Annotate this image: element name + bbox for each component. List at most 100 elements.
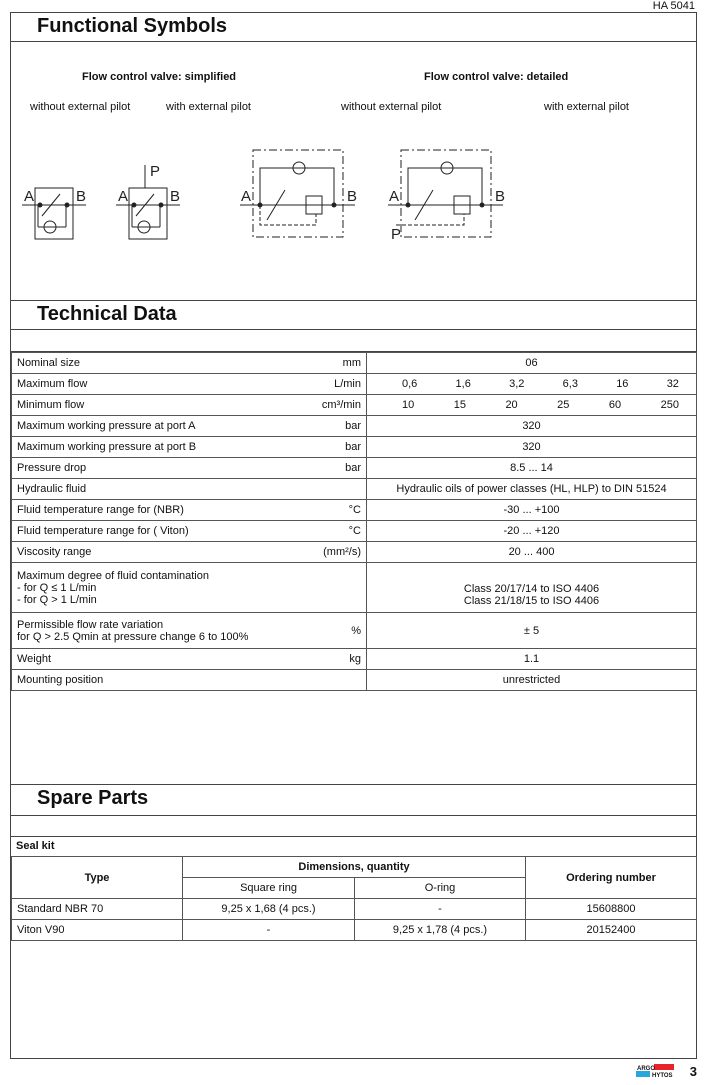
- table-row: Hydraulic fluid Hydraulic oils of power c…: [11, 478, 697, 500]
- symbol-detailed-with-pilot: A B P: [388, 149, 505, 243]
- row-label: Minimum flow: [11, 394, 272, 416]
- table-row: Permissible flow rate variation for Q > 2…: [11, 612, 697, 649]
- row-unit: [271, 562, 367, 613]
- row-value: 1.1: [366, 648, 697, 670]
- table-row: Standard NBR 70 9,25 x 1,68 (4 pcs.) -1560…: [11, 898, 697, 920]
- row-label: Viscosity range: [11, 541, 272, 563]
- header-dimensions: Dimensions, quantity: [182, 856, 526, 878]
- svg-text:P: P: [150, 163, 160, 180]
- table-row: Viton V90-9,25 x 1,78 (4 pcs.) 20152400: [11, 919, 697, 941]
- section-title: Functional Symbols: [37, 15, 228, 37]
- cell-order: 15608800: [525, 898, 697, 920]
- row-value: unrestricted: [366, 669, 697, 691]
- table-row: Weight kg 1.1: [11, 648, 697, 670]
- label-with-pilot: with external pilot: [166, 101, 251, 113]
- cell-type: Standard NBR 70: [11, 898, 183, 920]
- table-row: Nominal size mm 06: [11, 352, 697, 374]
- detailed-heading: Flow control valve: detailed: [424, 71, 569, 83]
- cell-type: Viton V90: [11, 919, 183, 941]
- header-type: Type: [11, 856, 183, 899]
- technical-data-header: Technical Data: [10, 300, 697, 330]
- row-label: Fluid temperature range for (NBR): [11, 499, 272, 521]
- label-line: - for Q ≤ 1 L/min: [17, 581, 97, 594]
- spare-parts-table: Type Dimensions, quantity Ordering number …: [11, 856, 697, 941]
- value: 25: [557, 399, 570, 411]
- label-with-pilot-detailed: with external pilot: [544, 101, 629, 113]
- label-without-pilot-detailed: without external pilot: [341, 101, 442, 113]
- row-unit: [271, 478, 367, 500]
- row-label: Weight: [11, 648, 272, 670]
- svg-text:HYTOS: HYTOS: [652, 1073, 673, 1078]
- row-unit: L/min: [271, 373, 367, 395]
- value: 1,6: [455, 378, 471, 390]
- svg-text:A: A: [241, 188, 251, 205]
- row-label: Maximum flow: [11, 373, 272, 395]
- table-row: Fluid temperature range for ( Viton) °C -2…: [11, 520, 697, 542]
- svg-text:B: B: [347, 188, 357, 205]
- value: 0,6: [402, 378, 418, 390]
- value: 3,2: [509, 378, 525, 390]
- svg-text:B: B: [170, 188, 180, 205]
- value: 15: [453, 399, 466, 411]
- header-square-ring: Square ring: [182, 877, 355, 899]
- row-unit: (mm²/s): [271, 541, 367, 563]
- row-label: Maximum degree of fluid contamination - f…: [11, 562, 272, 613]
- row-unit: °C: [271, 520, 367, 542]
- value-line: Class 20/17/14 to ISO 4406: [463, 582, 600, 595]
- svg-text:P: P: [391, 226, 401, 243]
- row-label: Hydraulic fluid: [11, 478, 272, 500]
- value: 10: [402, 399, 415, 411]
- argo-hytos-logo: ARGO HYTOS: [636, 1064, 674, 1078]
- spacer-row: [10, 330, 697, 352]
- row-unit: cm³/min: [271, 394, 367, 416]
- label-line: Permissible flow rate variation: [17, 618, 164, 631]
- row-value: -30 ... +100: [366, 499, 697, 521]
- value: 250: [660, 399, 679, 411]
- row-unit: °C: [271, 499, 367, 521]
- simplified-heading: Flow control valve: simplified: [82, 71, 237, 83]
- technical-data-table: Nominal size mm 06 Maximum flow L/min 0,6 1,6…: [11, 352, 697, 691]
- row-unit: kg: [271, 648, 367, 670]
- value: 6,3: [562, 378, 578, 390]
- row-unit: bar: [271, 457, 367, 479]
- functional-symbols-header: Functional Symbols: [10, 12, 697, 42]
- table-row: Maximum flow L/min 0,6 1,6 3,2 6,3 16 32: [11, 373, 697, 395]
- row-label: Permissible flow rate variation for Q > 2…: [11, 612, 272, 649]
- seal-kit-label: Seal kit: [16, 840, 55, 852]
- table-row: Minimum flow cm³/min 10 15 20 25 60 250: [11, 394, 697, 416]
- row-value: Class 20/17/14 to ISO 4406 Class 21/18/15…: [366, 562, 697, 613]
- value-line: Class 21/18/15 to ISO 4406: [463, 594, 600, 607]
- cell-square: 9,25 x 1,68 (4 pcs.): [182, 898, 355, 920]
- row-value: 320: [366, 415, 697, 437]
- value: 60: [608, 399, 622, 411]
- row-unit: bar: [271, 415, 367, 437]
- label-line: Maximum degree of fluid contamination: [17, 569, 209, 582]
- svg-text:A: A: [389, 188, 399, 205]
- table-row: Viscosity range (mm²/s) 20 ... 400: [11, 541, 697, 563]
- svg-text:B: B: [76, 188, 86, 205]
- header-o-ring: O-ring: [354, 877, 526, 899]
- section-title: Spare Parts: [37, 787, 149, 809]
- spare-parts-header: Spare Parts: [10, 784, 697, 816]
- cell-oring: -: [354, 898, 526, 920]
- svg-text:A: A: [118, 188, 128, 205]
- label-line: - for Q > 1 L/min: [17, 593, 97, 606]
- cell-oring: 9,25 x 1,78 (4 pcs.): [354, 919, 526, 941]
- page-number: 3: [689, 1064, 697, 1079]
- row-value: 320: [366, 436, 697, 458]
- svg-text:A: A: [24, 188, 34, 205]
- table-row: Pressure drop bar 8.5 ... 14: [11, 457, 697, 479]
- row-unit: mm: [271, 352, 367, 374]
- row-label: Maximum working pressure at port B: [11, 436, 272, 458]
- row-label: Mounting position: [11, 669, 272, 691]
- row-value: ± 5: [366, 612, 697, 649]
- row-label: Maximum working pressure at port A: [11, 415, 272, 437]
- row-value: Hydraulic oils of power classes (HL, HLP…: [366, 478, 697, 500]
- row-values: 0,6 1,6 3,2 6,3 16 32: [372, 378, 691, 390]
- row-unit: bar: [271, 436, 367, 458]
